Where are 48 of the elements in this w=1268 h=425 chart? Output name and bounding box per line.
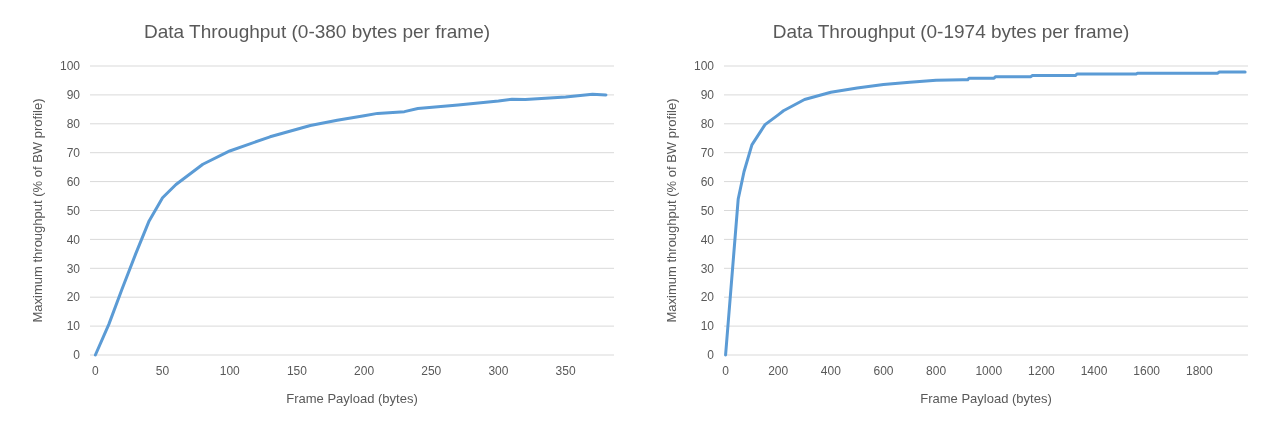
x-tick-label: 250 <box>421 364 442 378</box>
y-tick-label: 60 <box>66 174 81 189</box>
y-axis-title: Maximum throughput (% of BW profile) <box>664 98 679 323</box>
x-tick-label: 1600 <box>1133 364 1161 378</box>
x-tick-label: 600 <box>873 364 894 378</box>
line-series <box>93 92 608 357</box>
x-tick-label: 800 <box>926 364 947 378</box>
y-tick-label: 90 <box>700 88 715 103</box>
chart-title: Data Throughput (0-1974 bytes per frame) <box>772 21 1130 42</box>
y-tick-label: 40 <box>700 232 715 247</box>
x-tick-label: 1000 <box>975 364 1003 378</box>
x-tick-label: 300 <box>488 364 509 378</box>
x-tick-label: 1800 <box>1185 364 1213 378</box>
x-tick-label: 200 <box>768 364 789 378</box>
y-tick-label: 30 <box>700 261 715 276</box>
line-series <box>724 70 1247 357</box>
x-tick-label: 50 <box>155 364 170 378</box>
x-tick-label: 0 <box>92 364 100 378</box>
y-tick-label: 80 <box>66 117 81 131</box>
x-axis-title: Frame Payload (bytes) <box>920 391 1052 406</box>
y-tick-label: 20 <box>66 290 81 305</box>
x-tick-label: 200 <box>354 364 375 378</box>
y-tick-label: 50 <box>700 203 715 218</box>
x-tick-label: 1200 <box>1028 364 1056 378</box>
x-axis-title: Frame Payload (bytes) <box>286 391 418 406</box>
y-tick-label: 90 <box>66 88 81 103</box>
y-tick-label: 10 <box>66 319 81 334</box>
y-tick-label: 20 <box>700 290 715 305</box>
y-tick-label: 10 <box>700 319 715 334</box>
y-tick-label: 70 <box>66 145 81 160</box>
y-tick-label: 50 <box>66 203 81 218</box>
y-tick-label: 30 <box>66 261 81 276</box>
y-tick-label: 80 <box>700 117 715 131</box>
x-tick-label: 350 <box>555 364 576 378</box>
x-tick-label: 1400 <box>1080 364 1108 378</box>
y-tick-label: 0 <box>73 348 81 363</box>
y-axis-title: Maximum throughput (% of BW profile) <box>30 98 45 323</box>
chart-title: Data Throughput (0-380 bytes per frame) <box>143 21 491 42</box>
x-tick-label: 0 <box>722 364 730 378</box>
x-tick-label: 150 <box>286 364 308 378</box>
y-tick-label: 100 <box>59 59 81 74</box>
x-tick-label: 400 <box>820 364 842 378</box>
y-tick-label: 40 <box>66 232 81 247</box>
y-tick-label: 100 <box>693 59 715 74</box>
y-tick-label: 60 <box>700 174 715 189</box>
x-tick-label: 100 <box>219 364 241 378</box>
y-tick-label: 70 <box>700 145 715 160</box>
y-tick-label: 0 <box>707 348 715 363</box>
